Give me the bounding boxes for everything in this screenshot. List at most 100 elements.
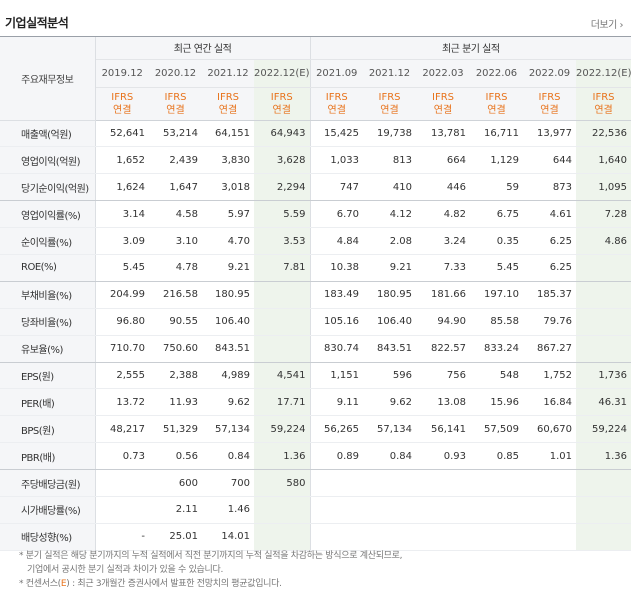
table-row: 당기순이익(억원) 1,624 1,647 3,018 2,294 747 410 446 59… (0, 173, 631, 202)
table-cell (363, 496, 416, 524)
table-cell: 4.61 (523, 200, 576, 229)
table-cell (470, 496, 523, 524)
row-label: 영업이익률(%) (0, 200, 96, 229)
table-cell: 1,640 (576, 146, 631, 175)
table-cell: 4.84 (310, 227, 363, 255)
row-label: 시가배당률(%) (0, 496, 96, 524)
table-cell: 6.25 (523, 254, 576, 282)
table-cell: 13.08 (416, 388, 470, 417)
row-label: 매출액(억원) (0, 120, 96, 148)
table-cell: 185.37 (523, 281, 576, 309)
table-cell (254, 281, 311, 309)
table-cell: 14.01 (202, 523, 254, 551)
period-header: 2022.12(E) (254, 59, 311, 88)
period-header: 2022.06 (470, 59, 523, 88)
table-cell (310, 496, 363, 524)
table-cell: 5.45 (95, 254, 149, 282)
table-cell: 700 (202, 469, 254, 497)
table-cell: 16.84 (523, 388, 576, 417)
period-header: 2022.09 (523, 59, 576, 88)
row-label: 부채비율(%) (0, 281, 96, 309)
top-divider (0, 36, 631, 37)
table-cell (254, 523, 311, 551)
table-cell: 596 (363, 362, 416, 390)
table-cell: 2.11 (149, 496, 202, 524)
table-cell: 9.62 (363, 388, 416, 417)
row-label: 당기순이익(억원) (0, 173, 96, 202)
table-cell: 1,151 (310, 362, 363, 390)
table-cell: 181.66 (416, 281, 470, 309)
row-label: 순이익률(%) (0, 227, 96, 255)
table-cell: 16,711 (470, 120, 523, 148)
table-cell (576, 523, 631, 551)
table-row: 순이익률(%) 3.09 3.10 4.70 3.53 4.84 2.08 3.24 0.35 6… (0, 227, 631, 255)
table-cell (254, 308, 311, 336)
table-cell (523, 496, 576, 524)
table-cell: 180.95 (202, 281, 254, 309)
table-cell: 2.08 (363, 227, 416, 255)
table-row: 영업이익(억원) 1,652 2,439 3,830 3,628 1,033 813 664 1… (0, 146, 631, 175)
period-header: 2020.12 (149, 59, 202, 88)
table-row: EPS(원) 2,555 2,388 4,989 4,541 1,151 596 756 548… (0, 362, 631, 390)
table-cell: 3.10 (149, 227, 202, 255)
ifrs-label: IFRS 연결 (576, 87, 631, 121)
ifrs-label: IFRS 연결 (149, 87, 202, 121)
table-cell: 180.95 (363, 281, 416, 309)
row-label: 배당성향(%) (0, 523, 96, 551)
table-cell (416, 469, 470, 497)
table-row: 유보율(%) 710.70 750.60 843.51 830.74 843.51 822.… (0, 335, 631, 363)
table-cell: 867.27 (523, 335, 576, 363)
table-cell (416, 496, 470, 524)
table-row: 당좌비율(%) 96.80 90.55 106.40 105.16 106.40 94.90… (0, 308, 631, 336)
table-cell: 9.11 (310, 388, 363, 417)
table-cell: 1.01 (523, 442, 576, 471)
table-cell: 15,425 (310, 120, 363, 148)
table-cell: 64,943 (254, 120, 311, 148)
table-cell: 4.70 (202, 227, 254, 255)
table-cell: 90.55 (149, 308, 202, 336)
table-cell: 22,536 (576, 120, 631, 148)
table-cell: 6.25 (523, 227, 576, 255)
table-row: 시가배당률(%) 2.11 1.46 (0, 496, 631, 524)
table-cell: 197.10 (470, 281, 523, 309)
table-cell: 548 (470, 362, 523, 390)
table-cell: 96.80 (95, 308, 149, 336)
annual-group-header: 최근 연간 실적 (95, 37, 311, 60)
ifrs-label: IFRS 연결 (202, 87, 254, 121)
table-cell: 13.72 (95, 388, 149, 417)
footnote-1: * 분기 실적은 해당 분기까지의 누적 실적에서 직전 분기까지의 누적 실적… (19, 551, 403, 561)
table-cell (576, 496, 631, 524)
table-cell: 873 (523, 173, 576, 202)
row-label: 주당배당금(원) (0, 469, 96, 497)
table-cell: 4.12 (363, 200, 416, 229)
table-cell (470, 469, 523, 497)
row-label: 당좌비율(%) (0, 308, 96, 336)
table-cell (310, 469, 363, 497)
table-cell: 1.36 (254, 442, 311, 471)
table-cell: 1,129 (470, 146, 523, 175)
table-cell: 1,095 (576, 173, 631, 202)
table-cell: 410 (363, 173, 416, 202)
table-cell: 1,624 (95, 173, 149, 202)
table-cell: 3.24 (416, 227, 470, 255)
table-cell (254, 335, 311, 363)
table-cell (576, 335, 631, 363)
table-cell (95, 469, 149, 497)
table-cell: 7.33 (416, 254, 470, 282)
table-cell: 7.81 (254, 254, 311, 282)
table-cell: 0.93 (416, 442, 470, 471)
table-cell: 644 (523, 146, 576, 175)
table-cell: 5.97 (202, 200, 254, 229)
table-cell: 2,555 (95, 362, 149, 390)
ifrs-label: IFRS 연결 (310, 87, 363, 121)
table-cell: 56,265 (310, 415, 363, 444)
table-cell: 10.38 (310, 254, 363, 282)
more-link[interactable]: 더보기 › (590, 20, 624, 31)
table-cell: 13,977 (523, 120, 576, 148)
period-header: 2022.12(E) (576, 59, 631, 88)
table-cell: 0.56 (149, 442, 202, 471)
table-row: 영업이익률(%) 3.14 4.58 5.97 5.59 6.70 4.12 4.82 6.75… (0, 200, 631, 229)
row-label: EPS(원) (0, 362, 96, 390)
table-cell: 11.93 (149, 388, 202, 417)
table-cell: 106.40 (363, 308, 416, 336)
